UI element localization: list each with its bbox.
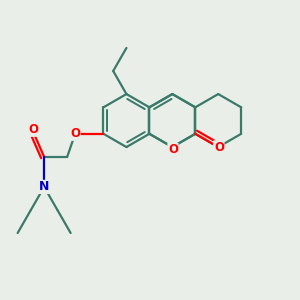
Text: O: O bbox=[168, 143, 178, 157]
Text: N: N bbox=[39, 180, 49, 194]
Text: O: O bbox=[28, 123, 38, 136]
Text: O: O bbox=[214, 141, 224, 154]
Text: O: O bbox=[70, 127, 80, 140]
